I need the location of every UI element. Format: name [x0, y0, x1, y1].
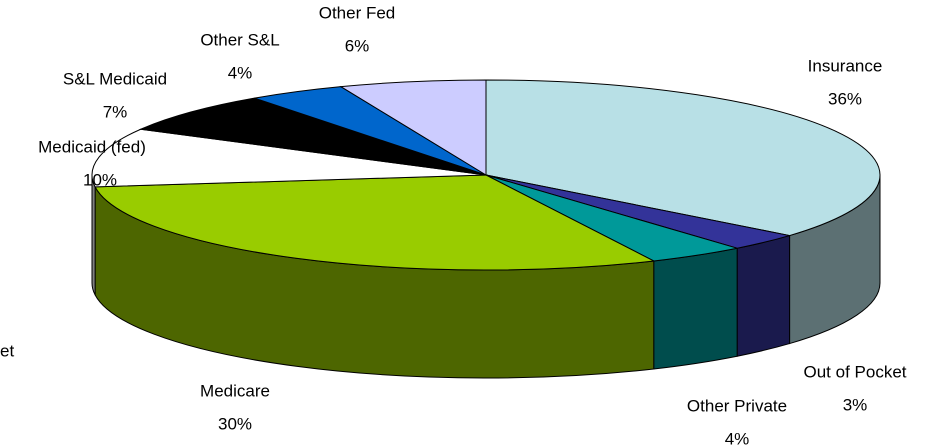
slice-value-label: 7% — [103, 102, 128, 121]
annotation: et — [0, 341, 14, 360]
slice-value-label: 6% — [345, 36, 370, 55]
slice-label: Other S&L — [200, 30, 279, 49]
slice — [339, 79, 487, 176]
slice-label: Medicaid (fed) — [38, 137, 146, 156]
slice-side — [736, 234, 791, 357]
slice — [138, 97, 487, 176]
slice-value-label: 36% — [828, 89, 862, 108]
slice-side — [91, 174, 96, 296]
slice-value-label: 10% — [83, 170, 117, 189]
slice-value-label: 4% — [725, 429, 750, 448]
slice-label: Other Private — [687, 396, 787, 415]
slice-label: Other Fed — [319, 3, 396, 22]
slice-label: Out of Pocket — [804, 362, 907, 381]
slice — [91, 128, 487, 188]
slice-value-label: 4% — [228, 63, 253, 82]
slice-label: S&L Medicaid — [63, 69, 167, 88]
slice-label: Insurance — [808, 56, 883, 75]
slice-value-label: 3% — [843, 395, 868, 414]
slice-value-label: 30% — [218, 414, 252, 433]
slice-side — [653, 247, 738, 370]
slice — [94, 174, 656, 271]
slice — [485, 79, 881, 237]
slice-label: Medicare — [200, 381, 270, 400]
